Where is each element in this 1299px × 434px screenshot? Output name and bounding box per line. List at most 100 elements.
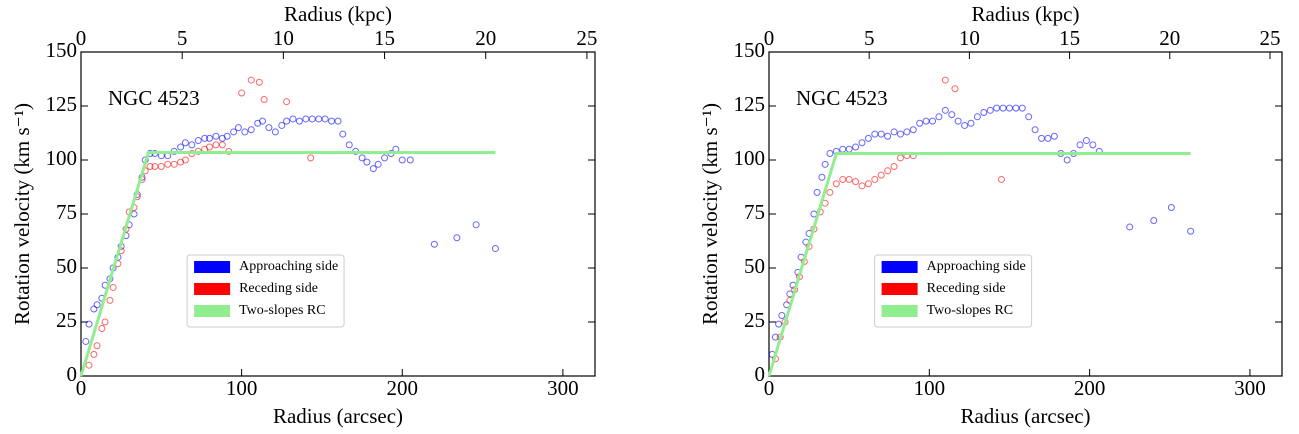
y-axis-label: Rotation velocity (km s⁻¹) (698, 103, 722, 325)
data-point (307, 154, 315, 162)
data-point (903, 128, 911, 136)
y-tick-label: 50 (56, 254, 77, 278)
data-point (98, 324, 106, 332)
legend-label: Approaching side (927, 259, 1026, 274)
data-point (212, 132, 220, 140)
data-point (929, 117, 937, 125)
data-point (771, 333, 779, 341)
data-point (315, 115, 323, 123)
data-point (234, 124, 242, 132)
data-point (260, 96, 268, 104)
data-point (230, 128, 238, 136)
data-point (278, 121, 286, 129)
data-point (839, 175, 847, 183)
legend-swatch (194, 261, 231, 273)
data-point (1089, 141, 1097, 149)
data-point (295, 117, 303, 125)
data-point (884, 132, 892, 140)
x-tick-label: 100 (226, 376, 258, 400)
data-point (999, 104, 1007, 112)
annotation: NGC 4523 (108, 86, 200, 110)
data-point (369, 165, 377, 173)
y-tick-label: 75 (744, 200, 765, 224)
data-point (997, 175, 1005, 183)
top-x-tick-label: 10 (273, 26, 294, 50)
data-point (164, 160, 172, 168)
y-tick-label: 0 (755, 362, 766, 386)
top-x-tick-label: 10 (959, 26, 980, 50)
data-point (181, 156, 189, 164)
data-point (1012, 104, 1020, 112)
legend-label: Two-slopes RC (239, 303, 326, 318)
data-point (832, 180, 840, 188)
data-point (1018, 104, 1026, 112)
top-x-axis-label: Radius (kpc) (972, 2, 1080, 26)
data-point (941, 106, 949, 114)
data-point (308, 115, 316, 123)
data-point (381, 154, 389, 162)
y-tick-label: 25 (744, 308, 765, 332)
y-tick-label: 100 (46, 146, 78, 170)
data-point (826, 188, 834, 196)
top-x-tick-label: 5 (864, 26, 875, 50)
data-point (1031, 126, 1039, 134)
data-point (90, 305, 98, 313)
legend-label: Two-slopes RC (927, 303, 1014, 318)
data-point (247, 126, 255, 134)
data-point (961, 121, 969, 129)
legend-swatch (194, 305, 231, 317)
data-point (302, 115, 310, 123)
legend-swatch (881, 261, 918, 273)
data-point (374, 160, 382, 168)
data-point (864, 180, 872, 188)
data-point (170, 160, 178, 168)
data-point (884, 167, 892, 175)
top-x-axis-label: Radius (kpc) (284, 2, 392, 26)
legend-label: Receding side (239, 281, 318, 296)
data-point (864, 134, 872, 142)
data-point (289, 115, 297, 123)
x-tick-label: 300 (547, 376, 579, 400)
y-tick-label: 150 (734, 38, 766, 62)
data-point (845, 175, 853, 183)
legend-label: Approaching side (239, 259, 338, 274)
data-point (206, 143, 213, 151)
data-point (826, 150, 834, 158)
model-line (767, 152, 1191, 377)
y-tick-label: 125 (734, 92, 766, 116)
data-point (896, 154, 904, 162)
data-point (948, 111, 956, 119)
data-point (101, 318, 109, 326)
data-point (852, 178, 860, 186)
legend: Approaching side Receding side Two-slopes … (186, 254, 345, 328)
data-point (146, 162, 154, 170)
annotation: NGC 4523 (796, 86, 888, 110)
data-point (1187, 227, 1195, 235)
data-point (453, 234, 461, 242)
data-point (90, 350, 98, 358)
data-point (951, 85, 959, 93)
data-point (398, 156, 406, 164)
data-point (1050, 132, 1058, 140)
top-x-tick-label: 20 (475, 26, 496, 50)
data-point (283, 98, 291, 106)
data-point (283, 117, 291, 125)
data-point (852, 143, 860, 151)
data-point (406, 156, 414, 164)
data-point (818, 173, 826, 181)
data-point (1082, 137, 1090, 145)
data-point (201, 134, 209, 142)
data-point (157, 162, 165, 170)
data-point (259, 117, 267, 125)
y-tick-label: 125 (46, 92, 78, 116)
y-tick-label: 0 (67, 362, 78, 386)
data-point (967, 119, 975, 127)
data-point (858, 182, 866, 190)
data-point (85, 361, 93, 369)
data-point (339, 130, 347, 138)
data-point (858, 139, 866, 147)
data-point (845, 145, 853, 153)
